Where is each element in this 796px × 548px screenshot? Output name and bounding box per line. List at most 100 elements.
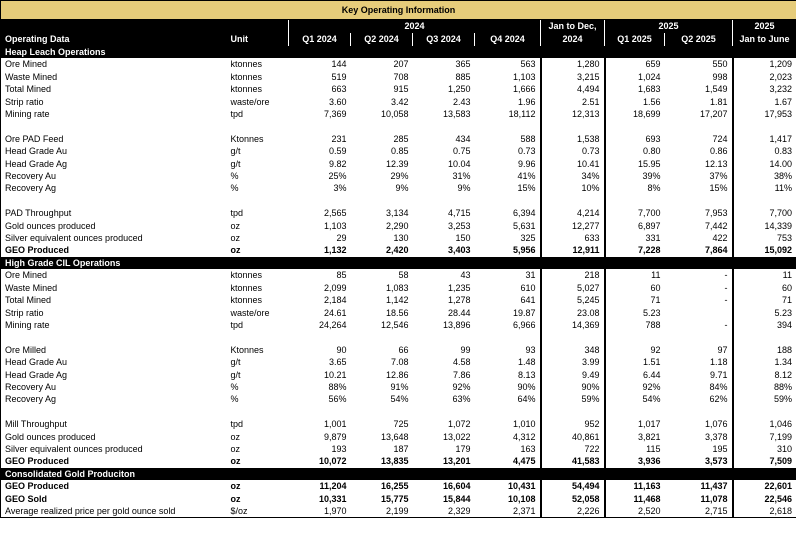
row-label: Silver equivalent ounces produced xyxy=(5,443,143,454)
value-cell: 331 xyxy=(645,233,661,244)
value-cell xyxy=(665,307,733,319)
table-row: Waste Mined ktonnes 2,099 1,083 1,235 610 5,02… xyxy=(1,281,796,295)
empty-cell xyxy=(351,406,413,418)
value-cell: 7,953 xyxy=(704,208,728,219)
value-cell: 1.18 xyxy=(709,357,728,368)
value-cell: 550 xyxy=(712,59,728,70)
value-cell: 2,618 xyxy=(731,504,796,518)
value-cell: 4,494 xyxy=(539,83,606,96)
row-unit: g/t xyxy=(230,146,241,157)
section-fill xyxy=(664,256,733,270)
value-cell: 11,468 xyxy=(633,493,661,504)
value-cell: 10,058 xyxy=(380,109,409,120)
value-cell: 952 xyxy=(539,418,606,431)
value-cell: 11 xyxy=(651,270,661,281)
section-fill xyxy=(664,46,733,59)
value-cell: 3,936 xyxy=(637,456,661,467)
value-cell: 54% xyxy=(642,394,661,405)
value-cell: 231 xyxy=(331,133,347,144)
value-cell: 13,648 xyxy=(380,431,409,442)
value-cell: 2,099 xyxy=(323,282,347,293)
value-cell: 1,538 xyxy=(539,132,606,146)
col-header-unit: Unit xyxy=(226,33,289,46)
value-cell: 7,228 xyxy=(637,245,661,256)
value-cell: 1,103 xyxy=(323,220,347,231)
section-fill xyxy=(731,467,796,481)
section-title: High Grade CIL Operations xyxy=(0,256,289,270)
value-cell: 24.61 xyxy=(323,307,347,318)
value-cell: 9% xyxy=(395,183,409,194)
value-cell: 11,163 xyxy=(633,481,661,492)
value-cell: 2,329 xyxy=(447,505,471,516)
value-cell: 18.56 xyxy=(385,307,409,318)
row-label: Ore Mined xyxy=(5,270,48,281)
value-cell: 24,264 xyxy=(318,319,347,330)
section-header: Heap Leach Operations xyxy=(0,46,796,59)
value-cell: 15,092 xyxy=(731,244,796,257)
value-cell: 14,339 xyxy=(731,219,796,233)
value-cell: 5.23 xyxy=(731,306,796,319)
value-cell: 19.87 xyxy=(512,307,536,318)
spacer-row xyxy=(1,120,796,133)
row-unit: tpd xyxy=(230,319,244,330)
empty-cell xyxy=(539,194,606,208)
value-cell: 38% xyxy=(731,170,796,183)
value-cell: 16,604 xyxy=(442,481,471,492)
row-unit: g/t xyxy=(230,158,241,169)
value-cell: 54% xyxy=(390,394,409,405)
empty-cell xyxy=(351,120,413,132)
value-cell: 310 xyxy=(731,442,796,456)
empty-cell xyxy=(413,120,475,132)
row-unit: g/t xyxy=(230,357,241,368)
value-cell: 1,235 xyxy=(447,282,471,293)
value-cell: 71 xyxy=(731,294,796,307)
value-cell: 18,112 xyxy=(508,109,536,120)
table-row: Strip ratio waste/ore 24.61 18.56 28.44 19.87… xyxy=(1,306,796,319)
value-cell: 3,403 xyxy=(447,245,471,256)
value-cell: 7,442 xyxy=(704,220,728,231)
row-label: GEO Produced xyxy=(5,481,70,492)
value-cell: 4.58 xyxy=(452,357,471,368)
row-unit: % xyxy=(230,394,239,405)
value-cell: 7,369 xyxy=(323,109,347,120)
row-label: Recovery Au xyxy=(5,171,57,182)
value-cell: 64% xyxy=(517,394,536,405)
row-unit: oz xyxy=(230,456,241,467)
section-fill xyxy=(350,467,413,481)
col-header-q1-2025: Q1 2025 xyxy=(604,33,665,46)
empty-cell xyxy=(605,406,665,418)
row-label: Total Mined xyxy=(5,84,52,95)
table-row: GEO Produced oz 11,204 16,255 16,604 10,431 54… xyxy=(1,480,796,493)
value-cell: 11 xyxy=(731,269,796,282)
value-cell: 0.75 xyxy=(452,146,471,157)
value-cell: 7,509 xyxy=(731,455,796,468)
value-cell: 88% xyxy=(731,380,796,394)
value-cell: 85 xyxy=(336,270,347,281)
value-cell: 4,715 xyxy=(447,208,471,219)
value-cell: - xyxy=(724,319,728,330)
value-cell: 2.51 xyxy=(539,95,606,109)
value-cell: 17,207 xyxy=(699,109,728,120)
table-row: Ore Mined ktonnes 85 58 43 31 218 11-11 xyxy=(1,269,796,282)
value-cell: 1,549 xyxy=(704,84,728,95)
row-label: Ore Milled xyxy=(5,344,47,355)
row-unit: g/t xyxy=(230,369,241,380)
row-label: Recovery Au xyxy=(5,381,57,392)
value-cell: 41% xyxy=(517,171,536,182)
value-cell: 58 xyxy=(398,270,409,281)
section-title: Heap Leach Operations xyxy=(0,46,289,59)
value-cell: 15% xyxy=(709,183,728,194)
section-fill xyxy=(474,256,541,270)
value-cell: 1,103 xyxy=(512,71,536,82)
section-fill xyxy=(604,467,665,481)
key-operating-table: Key Operating Information 2024 Jan to De… xyxy=(0,0,796,519)
value-cell: 7,700 xyxy=(637,208,661,219)
table-row: Head Grade Ag g/t 9.82 12.39 10.04 9.96 10.41 1… xyxy=(1,157,796,171)
value-cell: 9.71 xyxy=(709,369,728,380)
value-cell: 5,245 xyxy=(539,294,606,307)
value-cell: 724 xyxy=(712,133,728,144)
value-cell: 1.34 xyxy=(731,356,796,369)
table-row: GEO Produced oz 10,072 13,835 13,201 4,475 41,… xyxy=(1,455,796,468)
table-row: Head Grade Ag g/t 10.21 12.86 7.86 8.13 9.49 6.… xyxy=(1,368,796,381)
value-cell: 348 xyxy=(539,343,606,357)
